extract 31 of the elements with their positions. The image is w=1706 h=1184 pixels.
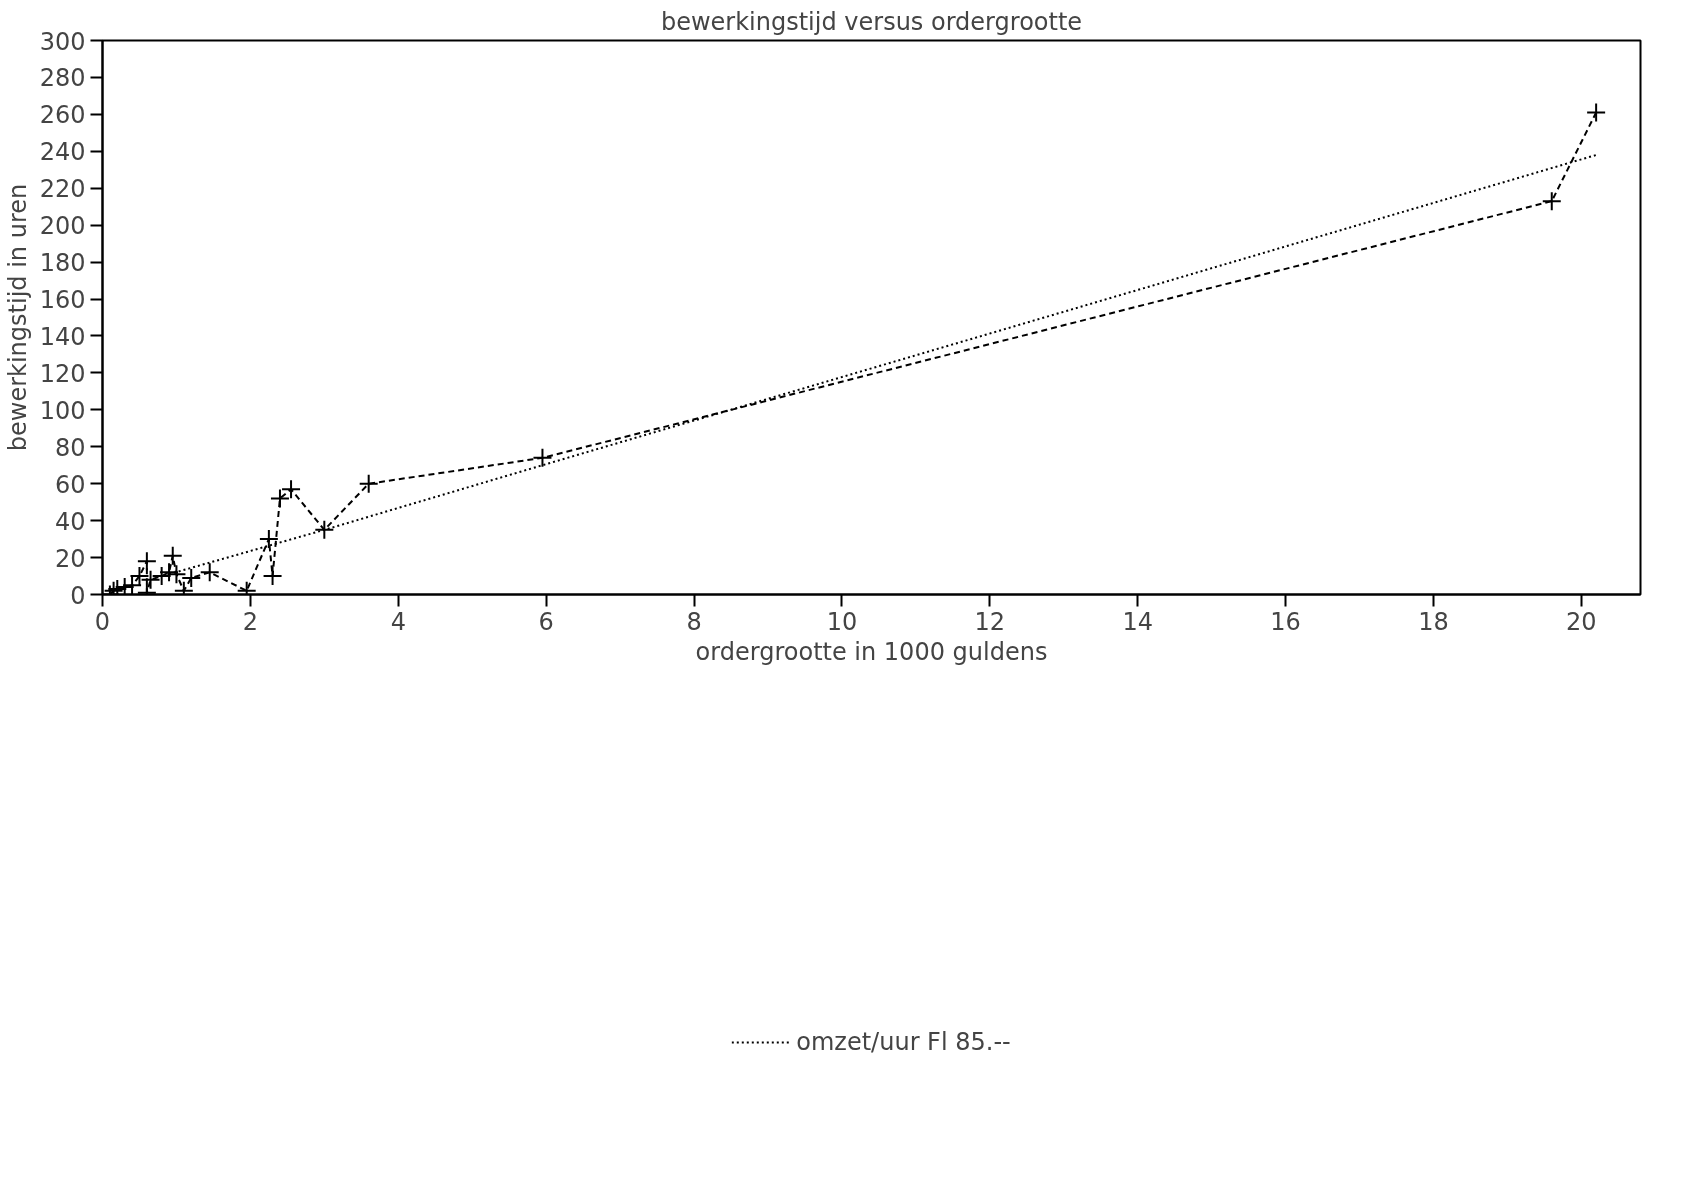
y-tick-label: 260	[39, 101, 86, 130]
y-tick-label: 280	[39, 64, 86, 93]
x-axis-title: ordergrootte in 1000 guldens	[695, 637, 1048, 666]
y-tick-label: 100	[39, 396, 86, 425]
y-tick-label: 0	[70, 581, 86, 610]
y-tick-label: 200	[39, 212, 86, 241]
chart-title: bewerkingstijd versus ordergrootte	[660, 7, 1083, 36]
y-tick-label: 220	[39, 175, 86, 204]
y-axis-title: bewerkingstijd in uren	[3, 183, 32, 452]
y-tick-label: 60	[54, 470, 86, 499]
y-tick-label: 300	[39, 27, 86, 56]
x-tick-label: 4	[390, 607, 406, 636]
y-tick-label: 80	[54, 433, 86, 462]
x-tick-label: 14	[1122, 607, 1153, 636]
x-tick-label: 12	[974, 607, 1006, 636]
x-tick-label: 10	[826, 607, 858, 636]
x-tick-label: 8	[686, 607, 702, 636]
x-tick-label: 20	[1566, 607, 1597, 636]
y-tick-label: 160	[39, 286, 86, 315]
x-tick-label: 18	[1418, 607, 1449, 636]
y-tick-label: 240	[39, 138, 86, 167]
y-tick-label: 120	[39, 359, 86, 388]
y-tick-label: 140	[39, 322, 86, 351]
x-tick-label: 2	[242, 607, 259, 636]
x-tick-label: 0	[94, 607, 111, 636]
y-tick-label: 20	[54, 544, 86, 573]
x-tick-label: 6	[538, 607, 554, 636]
legend-label: omzet/uur Fl 85.--	[796, 1028, 1011, 1056]
x-tick-label: 16	[1270, 607, 1301, 636]
y-tick-label: 180	[39, 249, 86, 278]
y-tick-label: 40	[54, 507, 86, 536]
